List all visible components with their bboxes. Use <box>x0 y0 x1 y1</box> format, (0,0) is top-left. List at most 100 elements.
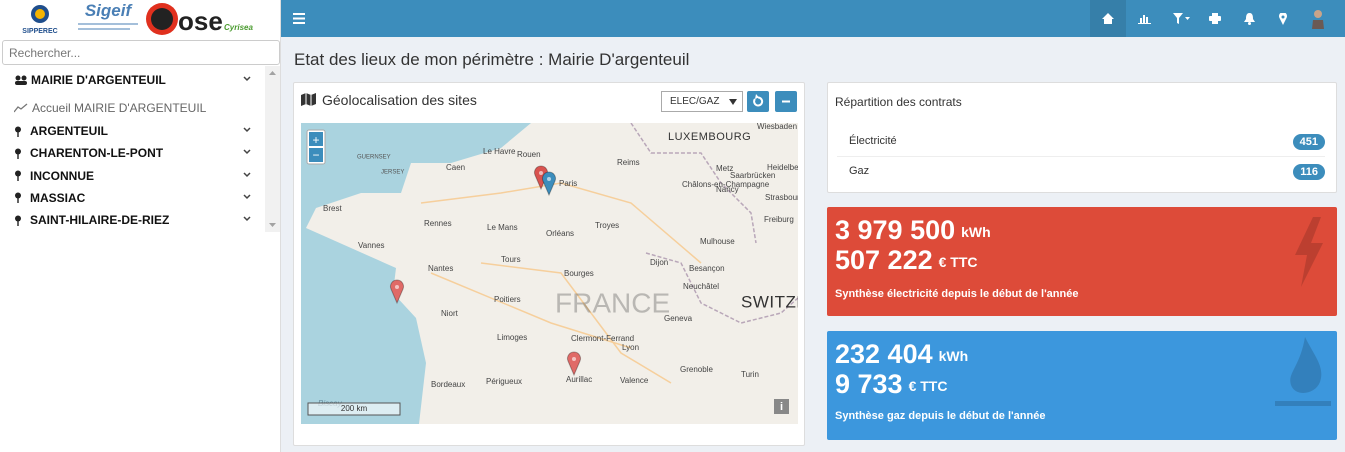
site-row[interactable]: INCONNUE <box>0 165 262 187</box>
site-label: ARGENTEUIL <box>30 124 108 138</box>
collapse-button[interactable] <box>775 91 797 112</box>
site-row[interactable]: ARGENTEUIL <box>0 120 262 142</box>
map-label: Reims <box>617 158 640 167</box>
map-label: Bourges <box>564 269 594 278</box>
location-button[interactable] <box>1265 0 1301 37</box>
site-marker[interactable] <box>542 171 556 197</box>
map-label: Neuchâtel <box>683 282 719 291</box>
group-row[interactable]: MAIRIE D'ARGENTEUIL <box>0 69 262 91</box>
page-title: Etat des lieux de mon périmètre : Mairie… <box>294 50 690 69</box>
electricity-energy-unit: kWh <box>961 224 991 240</box>
chevron-path <box>243 194 251 199</box>
map-label: Freiburg <box>764 215 794 224</box>
logo-sigeif: Sigeif <box>85 1 134 20</box>
chevron-path <box>243 172 251 177</box>
site-row[interactable]: SAINT-HILAIRE-DE-RIEZ <box>0 209 262 231</box>
logos: SIPPEREC Sigeif ose Cyrisea <box>22 1 253 36</box>
map-label: Heidelberg <box>767 163 798 172</box>
chart-icon <box>14 103 28 113</box>
print-button[interactable] <box>1197 0 1233 37</box>
refresh-button[interactable] <box>747 91 769 112</box>
search-input[interactable]: Rechercher... <box>2 40 280 65</box>
chevron <box>243 76 251 82</box>
sipperec-icon-core <box>35 9 45 19</box>
chevron-path <box>243 127 251 133</box>
map-border <box>645 252 798 324</box>
contract-count: 116 <box>1293 164 1325 180</box>
stats-button[interactable] <box>1126 0 1162 37</box>
label-clip: LUXEMBOURG Wiesbaden GUERNSEY JERSEY Caen Le … <box>318 123 798 408</box>
map-panel-title: Géolocalisation des sites <box>322 92 477 108</box>
info-button[interactable] <box>774 399 789 414</box>
group-label: MAIRIE D'ARGENTEUIL <box>31 73 166 87</box>
electricity-cost-unit: € TTC <box>938 254 978 270</box>
scrollbar <box>265 66 280 232</box>
gas-caption: Synthèse gaz depuis le début de l'année <box>835 410 1046 422</box>
pin-head <box>15 170 21 177</box>
zoom-in-label: + <box>312 133 319 147</box>
filter-button[interactable] <box>1162 0 1202 37</box>
map-label: Valence <box>620 376 649 385</box>
map-panel: Géolocalisation des sites ELEC/GAZ LUXEM… <box>293 82 805 446</box>
contract-label: Gaz <box>849 165 870 177</box>
contracts-panel: Répartition des contrats Électricité 451… <box>827 82 1337 193</box>
site-label: MASSIAC <box>30 190 86 205</box>
map-label: Turin <box>741 370 759 379</box>
pin-stem <box>17 175 19 182</box>
map-label: Tours <box>501 255 521 264</box>
gas-cost-unit: € TTC <box>908 378 948 394</box>
zoom-out-label: − <box>312 148 319 162</box>
home-button[interactable] <box>1090 0 1126 37</box>
map-label: LUXEMBOURG <box>668 131 751 143</box>
gas-cost: 9 733 € TTC <box>835 369 947 404</box>
notifications-button[interactable] <box>1231 0 1267 37</box>
map-labels: LUXEMBOURG Wiesbaden GUERNSEY JERSEY Caen Le … <box>318 123 798 408</box>
map-label: Troyes <box>595 221 619 230</box>
electricity-icon <box>1295 217 1323 287</box>
zoom-out[interactable] <box>309 148 323 162</box>
map-label: Poitiers <box>494 295 521 304</box>
contract-row: Gaz 116 <box>837 157 1325 187</box>
map-label: Grenoble <box>680 365 713 374</box>
site-row[interactable]: CHARENTON-LE-PONT <box>0 142 262 164</box>
home-link[interactable]: Accueil MAIRIE D'ARGENTEUIL <box>0 97 262 119</box>
map-label: Mulhouse <box>700 237 735 246</box>
map-label: Metz <box>716 164 733 173</box>
site-marker[interactable] <box>567 351 581 377</box>
menu-toggle[interactable] <box>293 13 305 24</box>
map-label: Le Havre <box>483 147 516 156</box>
site-pin <box>15 170 21 182</box>
energy-filter[interactable]: ELEC/GAZ <box>661 91 743 112</box>
site-label: INCONNUE <box>30 168 95 183</box>
map-label: Geneva <box>664 314 693 323</box>
chevron <box>243 127 251 133</box>
electricity-cost-value: 507 222 <box>835 245 933 275</box>
gas-icon <box>1275 337 1331 406</box>
map-label: Périgueux <box>486 377 522 386</box>
map-label: Lyon <box>622 343 639 352</box>
chevron <box>243 149 251 155</box>
map: LUXEMBOURG Wiesbaden GUERNSEY JERSEY Caen Le … <box>301 123 798 424</box>
map-label: Bordeaux <box>431 380 465 389</box>
map-label: Paris <box>559 179 577 188</box>
pin-head <box>15 215 21 222</box>
contract-label: Électricité <box>849 135 897 147</box>
user-button[interactable] <box>1300 0 1336 37</box>
contract-row: Électricité 451 <box>837 127 1325 157</box>
map-label: Strasbourg <box>765 193 798 202</box>
chevron <box>243 194 251 199</box>
pin-stem <box>17 219 19 226</box>
map-roads <box>420 182 702 384</box>
site-marker-dot <box>547 177 551 181</box>
site-row[interactable]: MASSIAC <box>0 187 262 209</box>
group-icon <box>15 75 27 85</box>
map-label: Le Mans <box>487 223 518 232</box>
gas-energy: 232 404 kWh <box>835 339 968 374</box>
site-marker[interactable] <box>390 279 404 305</box>
zoom-in[interactable] <box>309 132 323 146</box>
map-pins <box>390 165 581 377</box>
map-label: Aurillac <box>566 375 592 384</box>
gas-cost-value: 9 733 <box>835 369 903 399</box>
